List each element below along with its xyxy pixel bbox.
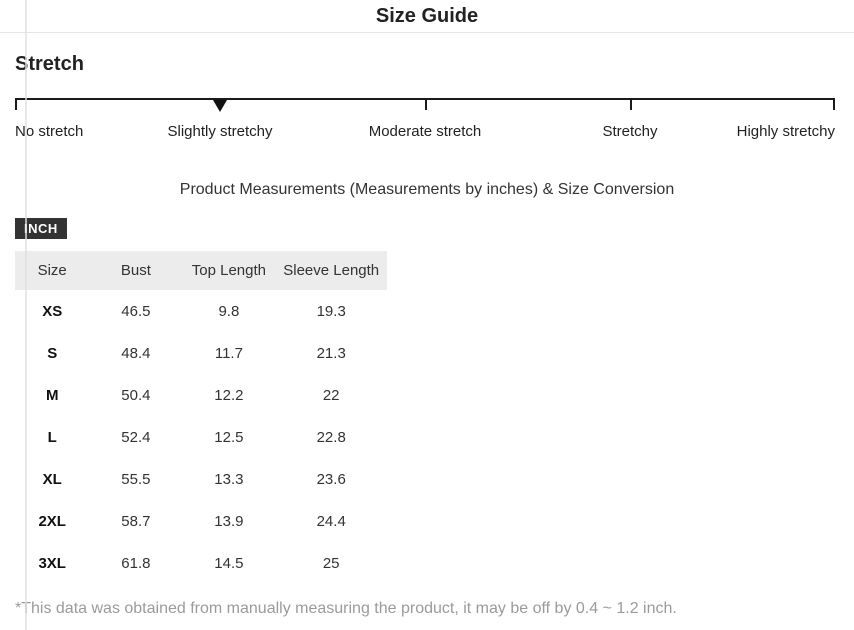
measurement-disclaimer: *This data was obtained from manually me… <box>15 600 677 617</box>
sleeve-length-value: 19.3 <box>316 302 346 320</box>
ruler-tick-start <box>15 100 17 110</box>
stretch-level-marker-icon <box>213 100 227 112</box>
sleeve-length-value: 22.8 <box>316 428 346 446</box>
table-row: XS 46.5 9.8 19.3 <box>15 290 387 332</box>
ruler-tick-end <box>833 100 835 110</box>
unit-selector-row: INCH <box>15 218 854 239</box>
page-title: Size Guide <box>375 4 479 27</box>
bust-value: 46.5 <box>121 302 151 320</box>
stretch-scale-ruler <box>15 98 835 112</box>
size-value: S <box>47 344 58 362</box>
size-value: L <box>47 428 57 446</box>
size-value: M <box>45 386 59 404</box>
stretch-label-moderate-stretch: Moderate stretch <box>368 123 482 140</box>
stretch-label-stretchy: Stretchy <box>602 123 658 140</box>
table-row: 3XL 61.8 14.5 25 <box>15 542 387 584</box>
size-value: XL <box>42 470 62 488</box>
size-guide-header: Size Guide <box>0 0 854 33</box>
table-row: S 48.4 11.7 21.3 <box>15 332 387 374</box>
stretch-label-no-stretch: No stretch <box>15 123 84 140</box>
stretch-label-highly-stretchy: Highly stretchy <box>736 123 835 140</box>
sleeve-length-value: 22 <box>322 386 340 404</box>
sleeve-length-value: 23.6 <box>316 470 346 488</box>
top-length-value: 13.3 <box>214 470 244 488</box>
unit-inch-button[interactable]: INCH <box>15 218 67 239</box>
sleeve-length-value: 25 <box>322 554 340 572</box>
column-header-top-length: Top Length <box>191 262 266 279</box>
bust-value: 55.5 <box>121 470 151 488</box>
top-length-value: 12.2 <box>214 386 244 404</box>
sleeve-length-value: 21.3 <box>316 344 346 362</box>
top-length-value: 11.7 <box>214 344 243 362</box>
table-header-row: Size Bust Top Length Sleeve Length <box>15 251 387 290</box>
measurements-title: Product Measurements (Measurements by in… <box>179 181 675 198</box>
top-length-value: 12.5 <box>214 428 244 446</box>
top-length-value: 13.9 <box>214 512 244 530</box>
bust-value: 48.4 <box>121 344 151 362</box>
stretch-scale-labels: No stretch Slightly stretchy Moderate st… <box>15 123 835 141</box>
table-row: L 52.4 12.5 22.8 <box>15 416 387 458</box>
column-header-bust: Bust <box>120 262 151 279</box>
bust-value: 50.4 <box>121 386 151 404</box>
top-length-value: 14.5 <box>214 554 244 572</box>
bust-value: 61.8 <box>121 554 151 572</box>
ruler-tick-third <box>630 100 632 110</box>
stretch-section-heading: Stretch <box>15 53 84 75</box>
column-header-size: Size <box>37 262 67 279</box>
table-row: 2XL 58.7 13.9 24.4 <box>15 500 387 542</box>
stretch-label-slightly-stretchy: Slightly stretchy <box>167 123 273 140</box>
table-row: XL 55.5 13.3 23.6 <box>15 458 387 500</box>
size-value: 3XL <box>38 554 66 572</box>
top-length-value: 9.8 <box>218 302 240 320</box>
ruler-tick-middle <box>425 100 427 110</box>
size-measurements-table: Size Bust Top Length Sleeve Length XS 46… <box>15 251 387 584</box>
column-header-sleeve-length: Sleeve Length <box>283 262 380 279</box>
table-row: M 50.4 12.2 22 <box>15 374 387 416</box>
bust-value: 58.7 <box>121 512 151 530</box>
bust-value: 52.4 <box>121 428 151 446</box>
size-value: 2XL <box>38 512 66 530</box>
size-value: XS <box>42 302 63 320</box>
sleeve-length-value: 24.4 <box>316 512 346 530</box>
